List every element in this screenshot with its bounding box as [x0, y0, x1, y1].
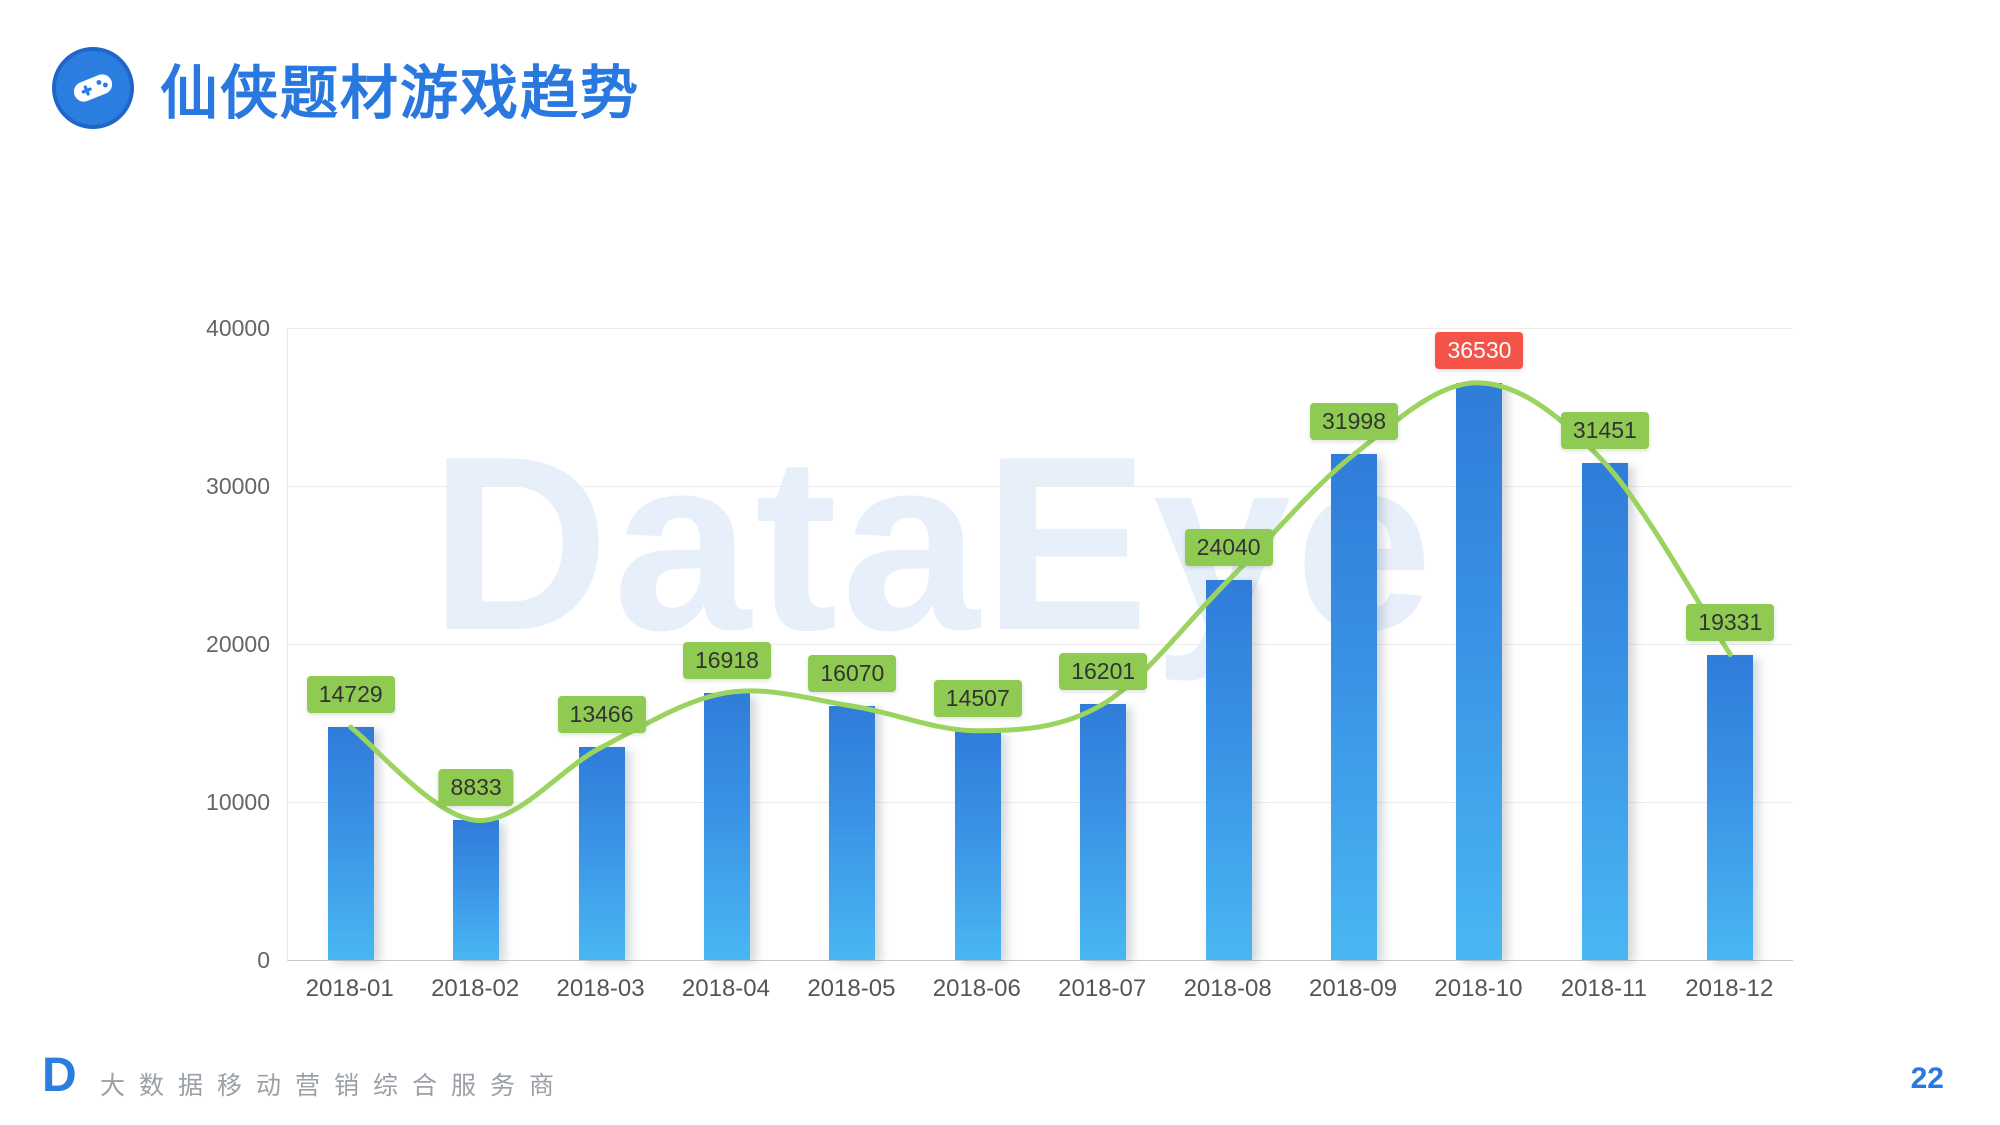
- bar-2018-05: [829, 706, 876, 960]
- x-axis-label: 2018-10: [1434, 975, 1523, 1002]
- x-axis-label: 2018-12: [1685, 975, 1774, 1002]
- bar-2018-06: [954, 730, 1001, 960]
- bar-value-label: 16070: [808, 655, 897, 693]
- x-axis-label: 2018-09: [1308, 975, 1398, 1002]
- y-axis-label: 30000: [206, 473, 270, 499]
- gridline: [288, 644, 1793, 645]
- x-axis: 2018-01 2018-02 2018-03 2018-04 2018-05 2018-…: [287, 961, 1793, 1005]
- x-axis-label: 2018-07: [1058, 975, 1147, 1002]
- page-title: 仙侠题材游戏趋势: [160, 61, 641, 126]
- plot-area: 14729 8833 13466 16918 16070 14507 16201 24040 3…: [287, 328, 1793, 961]
- footer-tagline: 大数据移动营销综合服务商: [100, 1072, 569, 1100]
- bar-value-label: 13466: [557, 696, 646, 734]
- y-axis-label: 10000: [206, 789, 270, 815]
- trend-line: [348, 380, 1733, 823]
- trend-chart: 0 10000 20000 30000 40000 14729 8833 13466 1691…: [192, 315, 1802, 1002]
- bar-value-label: 14507: [933, 679, 1022, 717]
- bar-2018-07: [1080, 704, 1127, 960]
- gridline: [288, 328, 1793, 329]
- bar-2018-01: [327, 727, 374, 960]
- bar-2018-11: [1581, 463, 1628, 960]
- bar-value-label: 31998: [1310, 403, 1399, 441]
- x-axis-label: 2018-11: [1560, 975, 1648, 1002]
- y-axis-label: 40000: [206, 315, 270, 341]
- page-number: 22: [1910, 1062, 1944, 1095]
- gridline: [288, 802, 1793, 803]
- bar-value-label: 16918: [682, 641, 771, 679]
- bar-2018-03: [578, 747, 625, 960]
- header: 仙侠题材游戏趋势: [52, 46, 640, 130]
- x-axis-label: 2018-04: [681, 975, 770, 1002]
- x-axis-label: 2018-01: [305, 975, 394, 1002]
- bar-2018-09: [1331, 454, 1378, 960]
- bar-2018-12: [1707, 654, 1754, 960]
- x-axis-label: 2018-03: [556, 975, 645, 1002]
- y-axis-label: 20000: [206, 631, 270, 657]
- bar-value-label: 24040: [1184, 529, 1273, 567]
- footer: D 大数据移动营销综合服务商 22: [0, 1048, 2000, 1112]
- y-axis: 0 10000 20000 30000 40000: [192, 315, 277, 973]
- bar-value-label: 8833: [438, 769, 514, 807]
- bar-value-label: 14729: [306, 676, 395, 714]
- gridline: [288, 486, 1793, 487]
- bar-value-label: 31451: [1560, 412, 1649, 450]
- y-axis-label: 0: [257, 947, 270, 973]
- x-axis-label: 2018-05: [807, 975, 896, 1002]
- gamepad-icon-glyph: [73, 74, 113, 102]
- bar-2018-10: [1456, 382, 1503, 960]
- x-axis-label: 2018-06: [932, 975, 1021, 1002]
- gamepad-icon: [52, 47, 134, 129]
- bar-value-label: 19331: [1686, 603, 1775, 641]
- x-axis-label: 2018-02: [431, 975, 520, 1002]
- bar-2018-08: [1205, 580, 1252, 960]
- bar-2018-04: [703, 692, 750, 960]
- bar-value-label: 36530: [1435, 331, 1524, 369]
- bar-2018-02: [453, 820, 500, 960]
- bar-value-label: 16201: [1059, 653, 1148, 691]
- x-axis-label: 2018-08: [1183, 975, 1272, 1002]
- dataeye-logo-icon: D: [42, 1049, 77, 1102]
